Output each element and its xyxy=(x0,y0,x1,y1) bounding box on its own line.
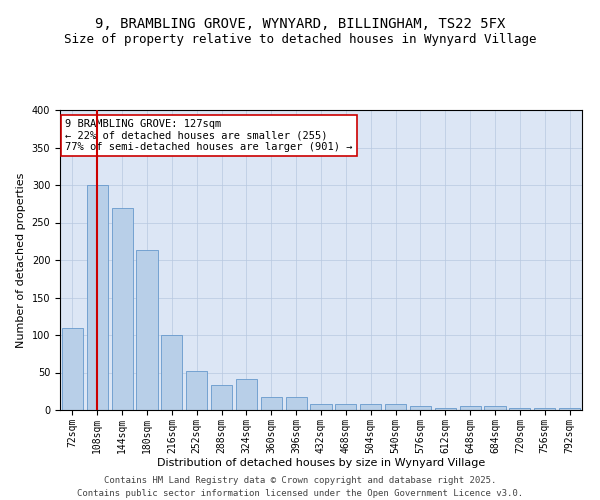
Bar xyxy=(62,328,83,410)
Bar xyxy=(161,335,182,410)
Text: 9, BRAMBLING GROVE, WYNYARD, BILLINGHAM, TS22 5FX: 9, BRAMBLING GROVE, WYNYARD, BILLINGHAM,… xyxy=(95,18,505,32)
Bar xyxy=(385,404,406,410)
Text: Size of property relative to detached houses in Wynyard Village: Size of property relative to detached ho… xyxy=(64,32,536,46)
Bar xyxy=(559,408,580,410)
Bar xyxy=(484,406,506,410)
Bar xyxy=(509,408,530,410)
Bar xyxy=(435,408,456,410)
Text: Contains HM Land Registry data © Crown copyright and database right 2025.
Contai: Contains HM Land Registry data © Crown c… xyxy=(77,476,523,498)
X-axis label: Distribution of detached houses by size in Wynyard Village: Distribution of detached houses by size … xyxy=(157,458,485,468)
Bar xyxy=(236,378,257,410)
Bar xyxy=(360,404,381,410)
Bar xyxy=(335,404,356,410)
Bar xyxy=(136,250,158,410)
Bar xyxy=(261,396,282,410)
Bar xyxy=(211,385,232,410)
Text: 9 BRAMBLING GROVE: 127sqm
← 22% of detached houses are smaller (255)
77% of semi: 9 BRAMBLING GROVE: 127sqm ← 22% of detac… xyxy=(65,119,353,152)
Bar xyxy=(460,406,481,410)
Bar xyxy=(534,408,555,410)
Bar xyxy=(410,406,431,410)
Bar xyxy=(87,185,108,410)
Bar xyxy=(186,371,207,410)
Y-axis label: Number of detached properties: Number of detached properties xyxy=(16,172,26,348)
Bar xyxy=(112,208,133,410)
Bar xyxy=(286,396,307,410)
Bar xyxy=(310,404,332,410)
